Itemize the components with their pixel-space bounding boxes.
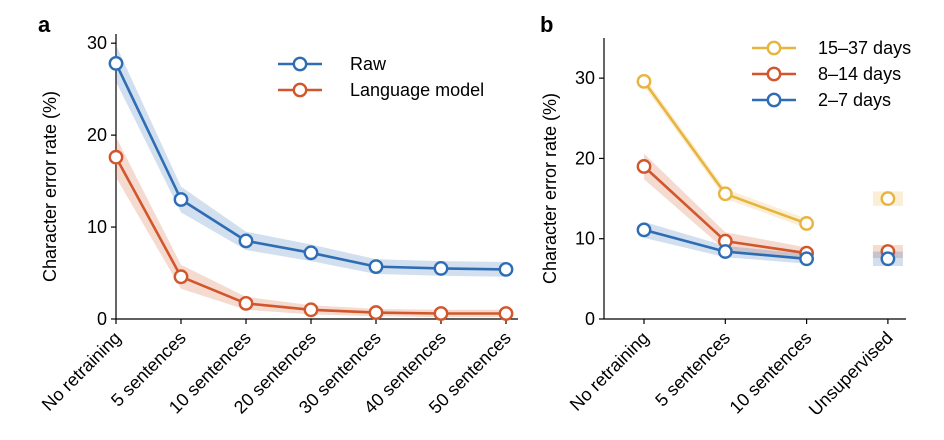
panel-b-series-15-37-days-line [642, 80, 808, 225]
panel-a-series-language-model-point-40-sentences [433, 306, 449, 321]
panel-a-series-raw-point-10-sentences [238, 233, 254, 249]
panel-b-letter: b [540, 12, 553, 37]
panel-a-legend-raw-label: Raw [350, 54, 387, 74]
panel-a-series-raw-point-40-sentences [433, 261, 449, 276]
panel-a-series-raw-point-50-sentences [498, 261, 514, 277]
panel-a-series-raw-point-no-retraining [108, 56, 124, 71]
panel-a-y-tick-label: 0 [97, 309, 107, 329]
panel-a-series-raw-point-5-sentences [173, 192, 189, 207]
panel-b-legend-8-14-days-label: 8–14 days [818, 64, 901, 84]
panel-a-series-language-model-point-no-retraining [108, 149, 124, 165]
panel-a-series-language-model-point-30-sentences [368, 305, 384, 320]
panel-a-y-axis-label: Character error rate (%) [40, 91, 60, 282]
panel-b-series-2-7-days-point-no-retraining [636, 222, 652, 238]
panel-b-series-2-7-days-band [644, 221, 807, 264]
panel-a-series-language-model-band [116, 137, 506, 318]
panel-b-legend-15-37-days-label: 15–37 days [818, 38, 911, 58]
panel-a-y-tick-label: 10 [87, 217, 107, 237]
panel-a-legend-language-model-marker [292, 82, 308, 98]
panel-b-legend-15-37-days-marker [766, 40, 782, 56]
panel-b-series-2-7-days-point-unsupervised [880, 251, 896, 267]
panel-b-y-axis-label: Character error rate (%) [540, 93, 560, 284]
panel-a-series-language-model-point-5-sentences [173, 269, 189, 285]
panel-b-series-2-7-days-point-10-sentences [799, 251, 814, 267]
panel-b-y-tick-label: 20 [575, 148, 595, 168]
panel-b-y-tick-label: 10 [575, 229, 595, 249]
panel-b-x-tick-label-unsupervised: Unsupervised [805, 328, 897, 420]
panel-b-legend-8-14-days-marker [766, 66, 782, 82]
panel-b-series-15-37-days-point-5-sentences [717, 186, 733, 202]
panel-b-series-2-7-days-point-5-sentences [717, 244, 733, 259]
panel-b-series-15-37-days-point-no-retraining [636, 73, 652, 89]
panel-b-y-tick-label: 0 [585, 309, 595, 329]
panel-a-series-raw-point-30-sentences [368, 259, 384, 274]
panel-b-x-tick-label-10-sentences: 10 sentences [726, 328, 816, 418]
panel-a-series-language-model-point-50-sentences [498, 306, 514, 321]
panel-b-x-tick-label-5-sentences: 5 sentences [651, 328, 734, 411]
panel-b-series-15-37-days-point-unsupervised [880, 191, 896, 206]
panel-b-legend-2-7-days-label: 2–7 days [818, 90, 891, 110]
panel-b-x-tick-label-no-retraining: No retraining [566, 328, 653, 415]
panel-a-series-language-model-point-10-sentences [238, 295, 254, 311]
panel-b-series-15-37-days-point-10-sentences [799, 216, 814, 231]
panel-a-legend-language-model-label: Language model [350, 80, 484, 100]
panel-b-y-tick-label: 30 [575, 68, 595, 88]
panel-b-series-8-14-days-point-no-retraining [636, 159, 652, 174]
panel-a-y-tick-label: 30 [87, 33, 107, 53]
panel-a-y-tick-label: 20 [87, 125, 107, 145]
panel-a-legend-raw-marker [292, 56, 308, 72]
panel-a-series-raw-point-20-sentences [303, 245, 319, 261]
panel-a-series-language-model-point-20-sentences [303, 302, 319, 318]
panel-b-legend-2-7-days-marker [766, 92, 782, 108]
panel-a-letter: a [38, 12, 51, 37]
